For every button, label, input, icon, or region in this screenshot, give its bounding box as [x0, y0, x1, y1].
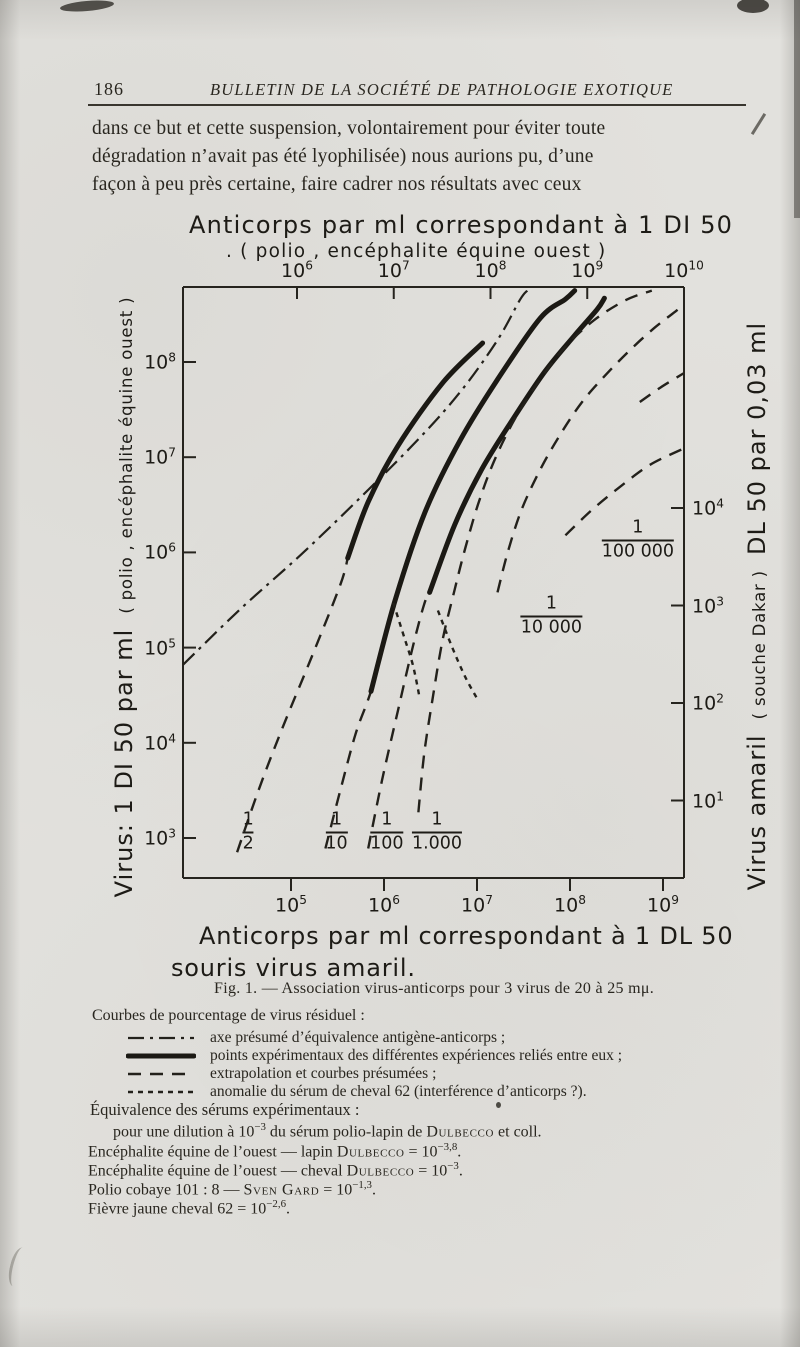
journal-title: BULLETIN DE LA SOCIÉTÉ DE PATHOLOGIE EXO… [210, 80, 674, 99]
top-axis-tick-label: 108 [474, 258, 507, 282]
legend-item-equivalence: axe présumé d’équivalence antigène-antic… [126, 1029, 505, 1047]
curve-curve-1-100-presumed [367, 591, 431, 849]
text-segment: = 10 [319, 1181, 353, 1199]
right-axis-tick-label: 104 [692, 496, 724, 520]
text-segment: pour une dilution à 10 [113, 1123, 255, 1141]
dilution-fraction: 1 100 000 [601, 517, 675, 562]
x-axis-label-line2: souris virus amaril. [171, 954, 416, 982]
x-axis-label-line1: Anticorps par ml correspondant à 1 DL 50 [199, 922, 734, 950]
text-segment: et coll. [494, 1123, 542, 1141]
legend-item-label: points expérimentaux des différentes exp… [210, 1047, 623, 1065]
dilution-fraction: 1 10 000 [520, 593, 583, 638]
text-segment: . [372, 1181, 376, 1199]
right-axis-tick-label: 101 [692, 788, 724, 813]
thick-line-sample-icon [125, 1053, 197, 1059]
paragraph-line: dégradation n’avait pas été lyophilisée)… [92, 146, 594, 167]
left-axis-tick-label: 105 [144, 635, 176, 660]
curve-curve-1-2-experimental [345, 340, 486, 561]
curve-equivalence-axis [182, 289, 529, 666]
left-axis-tick-label: 106 [144, 540, 176, 565]
bottom-axis-tick-label: 106 [368, 893, 400, 917]
equivalence-heading: Équivalence des sérums expérimentaux : [90, 1100, 360, 1119]
text-segment: −3,8 [437, 1141, 458, 1153]
text-segment: Dulbecco [426, 1123, 495, 1141]
text-segment: Dulbecco [346, 1162, 415, 1180]
right-axis-tick-label: 102 [692, 691, 724, 715]
text-segment: Fièvre jaune cheval 62 = 10 [88, 1200, 267, 1218]
top-axis-tick-label: 107 [377, 258, 410, 282]
curve-extrapolation-right [639, 372, 685, 403]
top-axis-tick-label: 1010 [664, 258, 704, 282]
curve-curve-1-10000-presumed [496, 308, 679, 593]
legend-item-experimental: points expérimentaux des différentes exp… [125, 1047, 623, 1065]
text-segment: Encéphalite équine de l’ouest — lapin [88, 1143, 337, 1161]
equivalence-line: Fièvre jaune cheval 62 = 10−2,6. [88, 1198, 290, 1218]
curve-curve-1-1000-presumed [417, 289, 653, 813]
bottom-axis-tick-label: 105 [275, 893, 307, 917]
curve-curve-1-10-presumed [324, 690, 373, 849]
paragraph-line: dans ce but et cette suspension, volonta… [92, 118, 606, 139]
right-axis-tick-label: 103 [692, 593, 724, 618]
equivalence-line: Encéphalite équine de l’ouest — lapin Du… [88, 1141, 461, 1161]
top-axis-tick-label: 106 [281, 258, 313, 282]
header-rule [88, 104, 746, 106]
text-segment: Polio cobaye 101 : 8 — [88, 1181, 244, 1199]
left-axis-tick-label: 107 [144, 445, 176, 469]
legend-item-label: extrapolation et courbes présumées ; [210, 1065, 437, 1083]
page-number: 186 [94, 79, 124, 99]
text-segment: . [286, 1200, 291, 1218]
curve-curve-1-2-presumed [235, 557, 349, 853]
shortdash-line-sample-icon [128, 1091, 194, 1094]
left-axis-tick-label: 103 [144, 826, 176, 850]
legend-item-anomaly: anomalie du sérum de cheval 62 (interfér… [126, 1083, 587, 1101]
text-segment: Encéphalite équine de l’ouest — cheval [88, 1162, 347, 1180]
text-segment: Dulbecco [336, 1143, 405, 1161]
dilution-fraction: 1 1.000 [411, 809, 463, 854]
text-segment: −3 [447, 1160, 459, 1172]
equivalence-line: Polio cobaye 101 : 8 — Sven Gard = 10−1,… [88, 1179, 376, 1199]
equivalence-dilution-line: pour une dilution à 10−3 du sérum polio-… [113, 1121, 542, 1141]
figure-title: Anticorps par ml correspondant à 1 DI 50 [189, 211, 734, 239]
curve-anomaly-cheval-62-b [436, 610, 479, 701]
curve-curve-1-10-experimental [368, 288, 578, 694]
legend-item-extrapolation: extrapolation et courbes présumées ; [126, 1065, 436, 1083]
top-axis-tick-label: 109 [571, 258, 604, 282]
text-segment: −1,3 [352, 1179, 372, 1191]
text-segment: Sven Gard [243, 1181, 320, 1199]
figure-subtitle: . ( polio , encéphalite équine ouest ) [226, 241, 607, 262]
curve-curve-1-100000-presumed [564, 447, 685, 537]
text-segment: . [457, 1143, 462, 1161]
paragraph-line: façon à peu près certaine, faire cadrer … [92, 174, 582, 195]
text-segment: du sérum polio-lapin de [265, 1123, 427, 1141]
legend-item-label: axe présumé d’équivalence antigène-antic… [210, 1029, 506, 1047]
text-segment: −3 [254, 1121, 266, 1133]
body-paragraph: dans ce but et cette suspension, volonta… [92, 115, 754, 199]
legend-item-label: anomalie du sérum de cheval 62 (interfér… [210, 1083, 587, 1101]
text-segment: . [458, 1162, 463, 1180]
longdash-line-sample-icon [128, 1073, 194, 1076]
bottom-axis-tick-label: 109 [647, 893, 679, 917]
left-axis-tick-label: 104 [144, 731, 176, 755]
curve-curve-1-100-experimental [427, 295, 607, 595]
dilution-fraction: 1 10 [325, 809, 348, 854]
dilution-fraction: 1 100 [370, 809, 404, 854]
left-axis-tick-label: 108 [144, 350, 176, 374]
legend-intro: Courbes de pourcentage de virus résiduel… [92, 1007, 365, 1024]
figure-caption: Fig. 1. — Association virus-anticorps po… [214, 980, 655, 997]
dashdot-line-sample-icon [128, 1037, 194, 1040]
bottom-axis-tick-label: 107 [461, 893, 493, 917]
equivalence-line: Encéphalite équine de l’ouest — cheval D… [88, 1160, 463, 1180]
curve-anomaly-cheval-62-a [392, 602, 421, 697]
text-segment: = 10 [414, 1162, 448, 1180]
text-segment: −2,6 [266, 1198, 287, 1210]
text-segment: = 10 [404, 1143, 438, 1161]
bottom-axis-tick-label: 108 [554, 893, 586, 917]
